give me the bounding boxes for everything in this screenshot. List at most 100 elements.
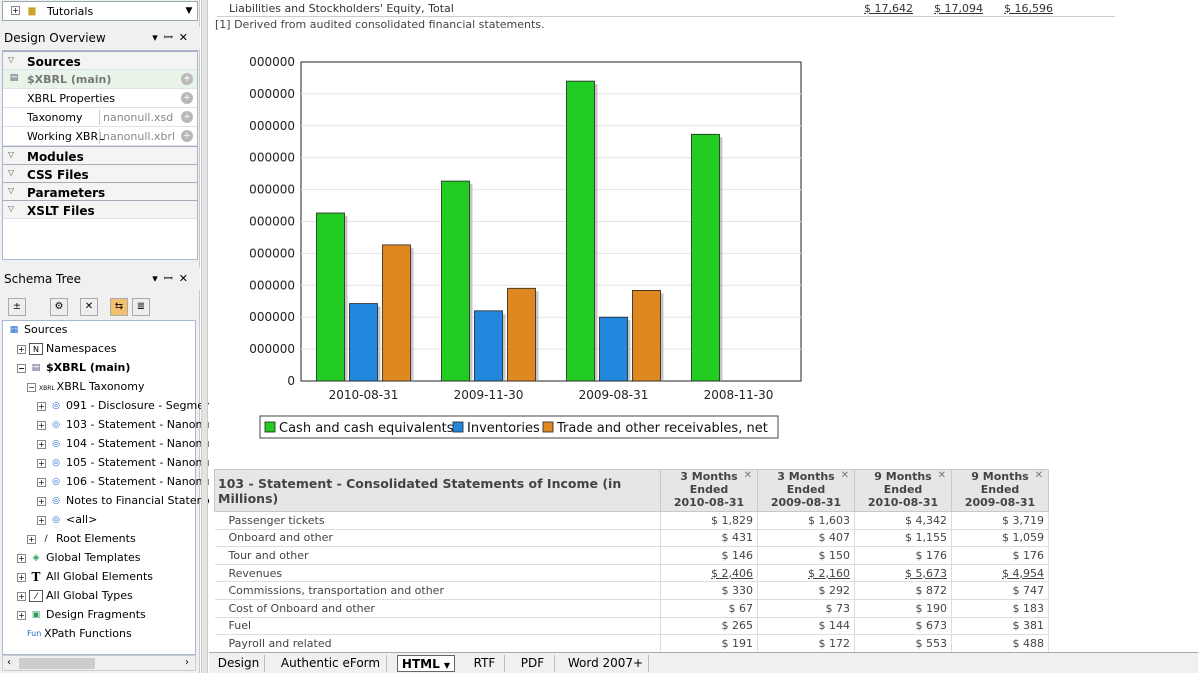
- column-date: 2009-08-31: [964, 496, 1036, 509]
- collapse-triangle-icon[interactable]: ▽: [8, 186, 15, 195]
- panel-splitter[interactable]: [201, 0, 208, 673]
- templates-icon: ◈: [32, 553, 40, 563]
- row-value: $ 1,155: [854, 529, 952, 548]
- expand-icon[interactable]: +: [27, 534, 36, 544]
- row-label: Passenger tickets: [214, 511, 661, 530]
- dropdown-icon[interactable]: ▾: [152, 272, 164, 285]
- close-icon[interactable]: ✕: [840, 470, 849, 481]
- add-icon[interactable]: +: [181, 111, 193, 123]
- collapse-triangle-icon[interactable]: ▽: [8, 55, 15, 64]
- y-tick-label: 600000000: [249, 119, 295, 133]
- expand-icon[interactable]: +: [11, 6, 20, 15]
- add-icon[interactable]: +: [181, 73, 193, 85]
- add-element-icon[interactable]: ±: [8, 298, 26, 316]
- pin-icon[interactable]: ꟷ: [163, 272, 179, 285]
- working-xbrl-value[interactable]: nanonull.xbrl: [99, 129, 177, 144]
- row-value: $ 553: [854, 634, 952, 652]
- tree-item-sources[interactable]: ▦ Sources: [7, 323, 68, 341]
- expand-icon[interactable]: +: [37, 420, 46, 430]
- column-date: 2010-08-31: [673, 496, 745, 509]
- xbrl-properties-row[interactable]: XBRL Properties +: [3, 89, 197, 108]
- tab-design[interactable]: Design: [213, 655, 265, 672]
- expand-icon[interactable]: +: [37, 515, 46, 525]
- section-css[interactable]: ▽ CSS Files: [3, 164, 197, 183]
- collapse-icon[interactable]: −: [17, 363, 26, 373]
- x-tick-label: 2010-08-31: [329, 388, 399, 402]
- expand-icon[interactable]: +: [37, 458, 46, 468]
- document-icon: ▤: [31, 363, 41, 373]
- chevron-down-icon[interactable]: ▼: [443, 661, 451, 670]
- section-sources[interactable]: ▽ Sources: [3, 51, 197, 70]
- chevron-down-icon[interactable]: ▼: [185, 6, 193, 16]
- tab-authentic[interactable]: Authentic eForm: [275, 655, 387, 672]
- tree-icon[interactable]: ≣: [132, 298, 150, 316]
- taxonomy-row[interactable]: Taxonomy nanonull.xsd +: [3, 108, 197, 127]
- tree-item-global-templates[interactable]: + ◈ Global Templates: [17, 551, 141, 569]
- tree-item-namespaces[interactable]: + N Namespaces: [17, 342, 116, 360]
- scrollbar-thumb[interactable]: [19, 658, 95, 669]
- linkrole-icon: ◎: [52, 458, 60, 468]
- tree-item-label: 105 - Statement - Nanonull: [66, 456, 216, 469]
- column-header: ✕ 3 Months Ended 2010-08-31: [660, 469, 758, 512]
- tutorials-selector[interactable]: + ▆ Tutorials ▼: [2, 1, 198, 21]
- tree-item-104[interactable]: + ◎ 104 - Statement - Nanonull: [37, 437, 216, 455]
- add-icon[interactable]: +: [181, 130, 193, 142]
- tree-item-xbrl-taxonomy[interactable]: − XBRL XBRL Taxonomy: [27, 380, 144, 398]
- y-tick-label: 0: [287, 374, 295, 388]
- close-icon[interactable]: ✕: [937, 470, 946, 481]
- tree-item-global-types[interactable]: + ⁄ All Global Types: [17, 589, 133, 607]
- tree-item-103[interactable]: + ◎ 103 - Statement - Nanonull: [37, 418, 216, 436]
- settings-icon[interactable]: ⚙: [50, 298, 68, 316]
- expand-icon[interactable]: +: [17, 572, 26, 582]
- tree-item-design-fragments[interactable]: + ▣ Design Fragments: [17, 608, 146, 626]
- add-icon[interactable]: +: [181, 92, 193, 104]
- close-icon[interactable]: ✕: [178, 272, 194, 285]
- expand-icon[interactable]: +: [37, 496, 46, 506]
- chevron-left-icon[interactable]: ‹: [7, 657, 11, 668]
- horizontal-scrollbar[interactable]: ‹ ›: [2, 655, 196, 671]
- tree-item-global-elements[interactable]: + T All Global Elements: [17, 570, 153, 588]
- tab-pdf[interactable]: PDF: [511, 655, 555, 672]
- tab-html[interactable]: HTML ▼: [397, 655, 455, 672]
- tree-item-105[interactable]: + ◎ 105 - Statement - Nanonull: [37, 456, 216, 474]
- expand-icon[interactable]: +: [17, 553, 26, 563]
- tree-item-notes[interactable]: + ◎ Notes to Financial Stateme: [37, 494, 214, 512]
- expand-icon[interactable]: +: [17, 591, 26, 601]
- link-icon[interactable]: ⇆: [110, 298, 128, 316]
- expand-icon[interactable]: +: [17, 344, 26, 354]
- collapse-triangle-icon[interactable]: ▽: [8, 204, 15, 213]
- collapse-triangle-icon[interactable]: ▽: [8, 168, 15, 177]
- expand-icon[interactable]: +: [37, 477, 46, 487]
- bar: [316, 212, 345, 382]
- tab-word[interactable]: Word 2007+: [563, 655, 649, 672]
- bar: [632, 290, 661, 382]
- expand-icon[interactable]: +: [17, 610, 26, 620]
- delete-icon[interactable]: ✕: [80, 298, 98, 316]
- dropdown-icon[interactable]: ▾: [152, 31, 164, 44]
- tree-item-xbrl-main[interactable]: − ▤ $XBRL (main): [17, 361, 130, 379]
- close-icon[interactable]: ✕: [743, 470, 752, 481]
- section-parameters[interactable]: ▽ Parameters: [3, 182, 197, 201]
- section-modules[interactable]: ▽ Modules: [3, 146, 197, 165]
- tree-item-091[interactable]: + ◎ 091 - Disclosure - Segmen: [37, 399, 211, 417]
- tab-rtf[interactable]: RTF: [465, 655, 505, 672]
- taxonomy-value[interactable]: nanonull.xsd: [99, 110, 177, 125]
- chevron-right-icon[interactable]: ›: [185, 657, 189, 668]
- y-tick-label: 750000000: [249, 55, 295, 69]
- parameters-label: Parameters: [27, 186, 106, 200]
- working-xbrl-row[interactable]: Working XBRL nanonull.xbrl +: [3, 127, 197, 146]
- tree-item-xpath-functions[interactable]: Fun XPath Functions: [27, 627, 132, 645]
- close-icon[interactable]: ✕: [1034, 470, 1043, 481]
- expand-icon[interactable]: +: [37, 401, 46, 411]
- expand-icon[interactable]: +: [37, 439, 46, 449]
- collapse-icon[interactable]: −: [27, 382, 36, 392]
- main-source-row[interactable]: ▤ $XBRL (main) +: [3, 70, 197, 89]
- pin-icon[interactable]: ꟷ: [163, 31, 179, 44]
- section-xslt[interactable]: ▽ XSLT Files: [3, 200, 197, 219]
- tree-item-root-elements[interactable]: + / Root Elements: [27, 532, 136, 550]
- legend-label: Trade and other receivables, net: [556, 421, 768, 436]
- tree-item-all[interactable]: + ◎ <all>: [37, 513, 97, 531]
- tree-item-106[interactable]: + ◎ 106 - Statement - Nanonull: [37, 475, 216, 493]
- close-icon[interactable]: ✕: [178, 31, 194, 44]
- collapse-triangle-icon[interactable]: ▽: [8, 150, 15, 159]
